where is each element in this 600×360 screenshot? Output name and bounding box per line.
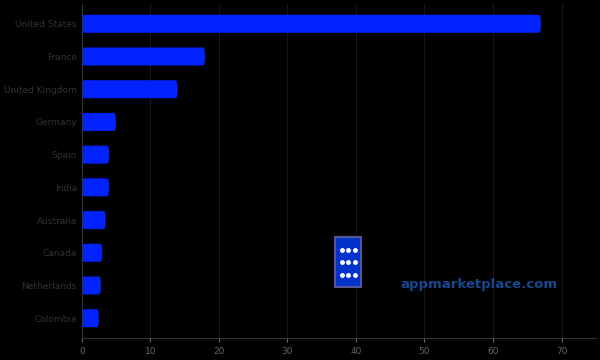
FancyBboxPatch shape — [82, 15, 541, 33]
FancyBboxPatch shape — [82, 146, 109, 164]
FancyBboxPatch shape — [82, 244, 103, 262]
FancyBboxPatch shape — [82, 309, 99, 327]
FancyBboxPatch shape — [82, 113, 116, 131]
FancyBboxPatch shape — [82, 48, 205, 66]
FancyBboxPatch shape — [82, 80, 178, 98]
FancyBboxPatch shape — [82, 276, 101, 294]
FancyBboxPatch shape — [82, 178, 109, 196]
Text: appmarketplace.com: appmarketplace.com — [400, 278, 557, 291]
FancyBboxPatch shape — [82, 211, 106, 229]
